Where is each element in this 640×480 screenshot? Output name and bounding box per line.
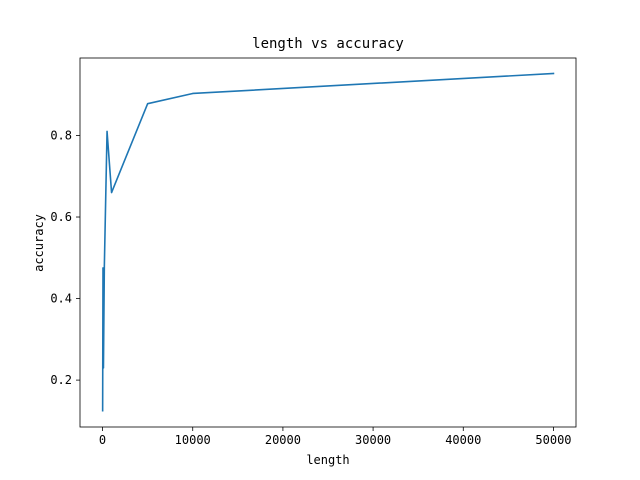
data-point <box>104 265 105 266</box>
y-tick-label: 0.8 <box>50 128 72 142</box>
data-point <box>147 103 148 104</box>
chart-title: length vs accuracy <box>252 36 404 52</box>
x-tick-label: 0 <box>99 433 106 447</box>
data-point <box>102 410 103 411</box>
data-point <box>192 93 193 94</box>
data-point <box>103 367 104 368</box>
y-tick-label: 0.6 <box>50 210 72 224</box>
x-tick-label: 20000 <box>265 433 301 447</box>
y-tick-label: 0.4 <box>50 292 72 306</box>
data-point <box>111 192 112 193</box>
x-tick-label: 40000 <box>445 433 481 447</box>
y-tick-label: 0.2 <box>50 373 72 387</box>
x-tick-label: 10000 <box>175 433 211 447</box>
data-point <box>553 73 554 74</box>
data-point <box>106 131 107 132</box>
x-tick-label: 50000 <box>535 433 571 447</box>
data-point <box>102 267 103 268</box>
x-tick-label: 30000 <box>355 433 391 447</box>
y-axis-label: accuracy <box>32 214 46 272</box>
x-axis-label: length <box>306 453 349 467</box>
